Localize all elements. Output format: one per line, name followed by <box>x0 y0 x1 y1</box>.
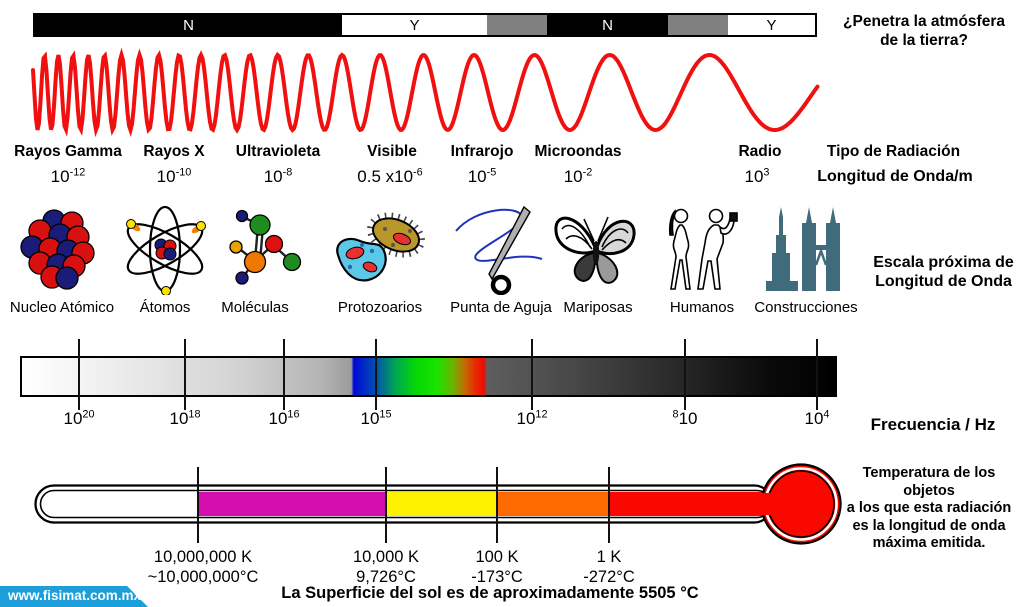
sun-temperature-note: La Superficie del sol es de aproximadame… <box>281 584 699 602</box>
frequency-axis-label: Frecuencia / Hz <box>870 415 996 434</box>
frequency-tick <box>78 339 80 410</box>
thermometer-tick <box>197 467 199 543</box>
object-label: Humanos <box>669 299 735 316</box>
thermometer-tick <box>385 467 387 543</box>
thermometer-tick <box>496 467 498 543</box>
object-label: Mariposas <box>563 299 633 316</box>
wavelength-unit-label: Longitud de Onda/m <box>817 168 973 185</box>
frequency-tick-label: 810 <box>672 408 698 428</box>
object-label: Protozoarios <box>337 299 423 316</box>
butterfly-icon <box>554 216 636 284</box>
frequency-tick-label: 1018 <box>169 408 201 428</box>
website-url: www.fisimat.com.mx <box>8 588 142 603</box>
frequency-tick <box>684 339 686 410</box>
buildings-icon <box>766 207 840 291</box>
frequency-tick-label: 1016 <box>268 408 300 428</box>
radiation-type: Visible <box>367 143 417 160</box>
radiation-type: Rayos Gamma <box>14 143 122 160</box>
thermometer-tick <box>608 467 610 543</box>
atmosphere-segment <box>668 15 728 35</box>
molecule-icon <box>229 209 302 285</box>
frequency-tick <box>283 339 285 410</box>
wavelength-wave <box>31 47 820 138</box>
atmosphere-question: ¿Penetra la atmósfera de la tierra? <box>828 12 1020 50</box>
object-label: Punta de Aguja <box>450 299 552 316</box>
object-label: Nucleo Atómico <box>9 299 115 316</box>
radiation-header: Tipo de Radiación <box>826 143 961 160</box>
wavelength-value: 10-12 <box>50 166 86 186</box>
atmosphere-question-line2: de la tierra? <box>880 32 968 49</box>
frequency-tick <box>531 339 533 410</box>
radiation-type: Radio <box>738 143 782 160</box>
frequency-tick <box>816 339 818 410</box>
radiation-type: Ultravioleta <box>235 143 321 160</box>
temperature-point: 10,000 K 9,726°C <box>352 548 420 586</box>
radiation-type: Microondas <box>534 143 622 160</box>
humans-icon <box>668 208 738 290</box>
temperature-description: Temperatura de los objetos a los que est… <box>846 465 1012 551</box>
thermometer <box>34 463 842 545</box>
scale-title: Escala próxima de Longitud de Onda <box>846 253 1024 291</box>
wavelength-value: 103 <box>744 166 770 186</box>
atomic-nucleus-icon <box>20 209 95 290</box>
temperature-point: 100 K -173°C <box>471 548 523 586</box>
radiation-type: Rayos X <box>143 143 205 160</box>
wavelength-value: 0.5 x10-6 <box>357 166 423 186</box>
temperature-point: 1 K -272°C <box>583 548 635 586</box>
scale-title-line1: Escala próxima de <box>873 254 1014 271</box>
frequency-tick <box>184 339 186 410</box>
frequency-tick-label: 1012 <box>516 408 548 428</box>
frequency-tick-label: 1015 <box>360 408 392 428</box>
protozoa-icon <box>336 212 425 282</box>
frequency-tick-label: 1020 <box>63 408 95 428</box>
atom-icon <box>126 205 206 295</box>
wavelength-value: 10-5 <box>467 166 497 186</box>
scale-title-line2: Longitud de Onda <box>875 273 1012 290</box>
frequency-tick <box>375 339 377 410</box>
object-label: Moléculas <box>221 299 289 316</box>
wavelength-value: 10-10 <box>156 166 192 186</box>
atmosphere-segment <box>487 15 547 35</box>
atmosphere-segment: Y <box>342 15 487 35</box>
atmosphere-bar: N Y N Y <box>33 13 817 37</box>
object-label: Átomos <box>139 299 191 316</box>
radiation-type: Infrarojo <box>450 143 514 160</box>
frequency-spectrum-bar <box>20 356 837 397</box>
needle-icon <box>455 205 543 295</box>
frequency-tick-label: 104 <box>804 408 830 428</box>
fisimat-ribbon <box>0 586 148 607</box>
atmosphere-segment: N <box>35 15 342 35</box>
atmosphere-question-line1: ¿Penetra la atmósfera <box>843 13 1005 30</box>
temperature-point: 10,000,000 K ~10,000,000°C <box>147 548 259 586</box>
wavelength-value: 10-8 <box>263 166 293 186</box>
object-label: Construcciones <box>754 299 858 316</box>
atmosphere-segment: Y <box>728 15 815 35</box>
atmosphere-segment: N <box>547 15 668 35</box>
wavelength-value: 10-2 <box>563 166 593 186</box>
